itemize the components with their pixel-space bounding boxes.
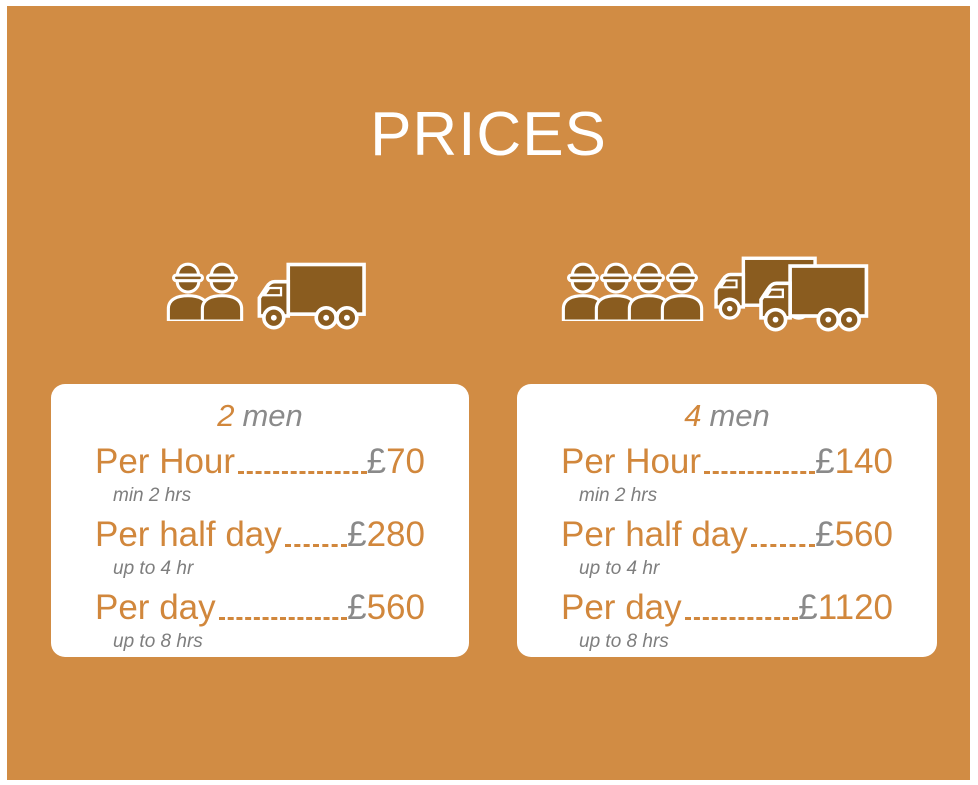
price-amount: 560 [366, 587, 425, 627]
team-label: men [709, 398, 770, 433]
price-label: Per Hour [561, 441, 702, 481]
dashed-leader-line [684, 617, 799, 621]
price-amount: 1120 [817, 587, 893, 627]
price-note: min 2 hrs [113, 484, 192, 506]
dashed-leader-line [238, 470, 367, 474]
dashed-leader-line [704, 470, 816, 474]
team-size: 4 [684, 398, 702, 433]
price-row-per-day: Per day £1120 up to 8 hrs [561, 588, 893, 653]
price-note: up to 4 hr [579, 557, 660, 579]
price-label: Per half day [561, 514, 748, 554]
price-note: up to 8 hrs [113, 631, 203, 653]
currency-symbol: £ [815, 514, 835, 554]
price-note: up to 4 hr [113, 557, 194, 579]
price-row-per-hour: Per Hour £70 min 2 hrs [95, 442, 425, 507]
price-row-per-hour: Per Hour £140 min 2 hrs [561, 442, 893, 507]
price-label: Per day [95, 587, 216, 627]
truck-icon [257, 262, 366, 330]
icon-group-two-men-one-truck [166, 262, 366, 330]
price-label: Per Hour [95, 441, 236, 481]
icon-group-four-men-two-trucks [561, 256, 869, 332]
currency-symbol: £ [347, 587, 367, 627]
worker-icon [200, 262, 244, 321]
price-value: £140 [815, 442, 893, 482]
pricing-card-4-men: 4 men Per Hour £140 min 2 hrs Per half da… [517, 384, 937, 657]
price-value: £1120 [798, 588, 893, 628]
team-size: 2 [217, 398, 235, 433]
price-note: min 2 hrs [579, 484, 658, 506]
price-value: £560 [815, 515, 893, 555]
card-title: 2 men [95, 398, 425, 434]
currency-symbol: £ [347, 514, 367, 554]
currency-symbol: £ [366, 441, 387, 481]
price-amount: 560 [834, 514, 893, 554]
dashed-leader-line [284, 543, 348, 547]
card-title: 4 men [561, 398, 893, 434]
page-title: PRICES [370, 100, 607, 169]
currency-symbol: £ [815, 441, 835, 481]
price-row-per-day: Per day £560 up to 8 hrs [95, 588, 425, 653]
dashed-leader-line [750, 543, 816, 547]
price-label: Per half day [95, 514, 282, 554]
price-amount: 280 [366, 514, 425, 554]
pricing-card-2-men: 2 men Per Hour £70 min 2 hrs Per half day… [51, 384, 469, 657]
orange-panel: PRICES 2 men Per Hour £70 [7, 6, 970, 780]
team-label: men [242, 398, 303, 433]
dashed-leader-line [218, 617, 348, 621]
price-note: up to 8 hrs [579, 631, 669, 653]
price-value: £560 [347, 588, 425, 628]
price-amount: 70 [386, 441, 425, 481]
price-row-per-half-day: Per half day £560 up to 4 hr [561, 515, 893, 580]
currency-symbol: £ [798, 587, 818, 627]
price-value: £280 [347, 515, 425, 555]
price-amount: 140 [834, 441, 893, 481]
price-value: £70 [367, 442, 425, 482]
price-row-per-half-day: Per half day £280 up to 4 hr [95, 515, 425, 580]
price-label: Per day [561, 587, 682, 627]
worker-icon [660, 262, 704, 321]
